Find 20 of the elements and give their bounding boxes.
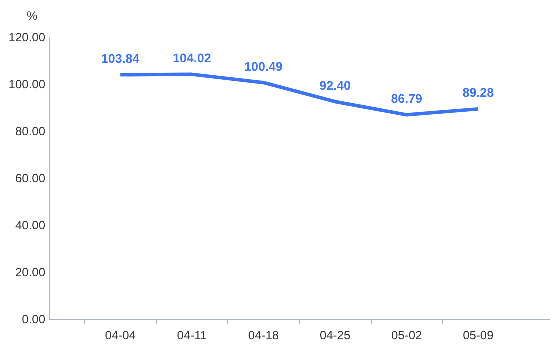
text: 89.28 <box>462 86 494 100</box>
x-tick-label: 04-25 <box>320 328 351 342</box>
y-tick-label: 80.00 <box>15 124 46 138</box>
text: 103.84 <box>101 52 140 66</box>
y-tick-label: 20.00 <box>15 266 46 280</box>
text: 104.02 <box>173 52 212 66</box>
y-tick-label: 60.00 <box>15 172 46 186</box>
y-axis-title: % <box>27 9 38 23</box>
y-tick-label: 100.00 <box>8 78 46 92</box>
y-tick-label: 120.00 <box>8 30 46 44</box>
text: 100.49 <box>244 60 283 74</box>
text: 86.79 <box>391 92 422 106</box>
y-tick-label: 0.00 <box>22 312 46 326</box>
text: 92.40 <box>320 78 351 93</box>
x-tick-label: 05-02 <box>392 328 423 342</box>
x-tick-label: 04-11 <box>177 328 208 342</box>
x-tick-label: 04-04 <box>105 328 136 342</box>
x-tick-label: 05-09 <box>463 328 494 342</box>
y-tick-label: 40.00 <box>15 218 46 232</box>
x-tick-label: 04-18 <box>248 328 280 342</box>
